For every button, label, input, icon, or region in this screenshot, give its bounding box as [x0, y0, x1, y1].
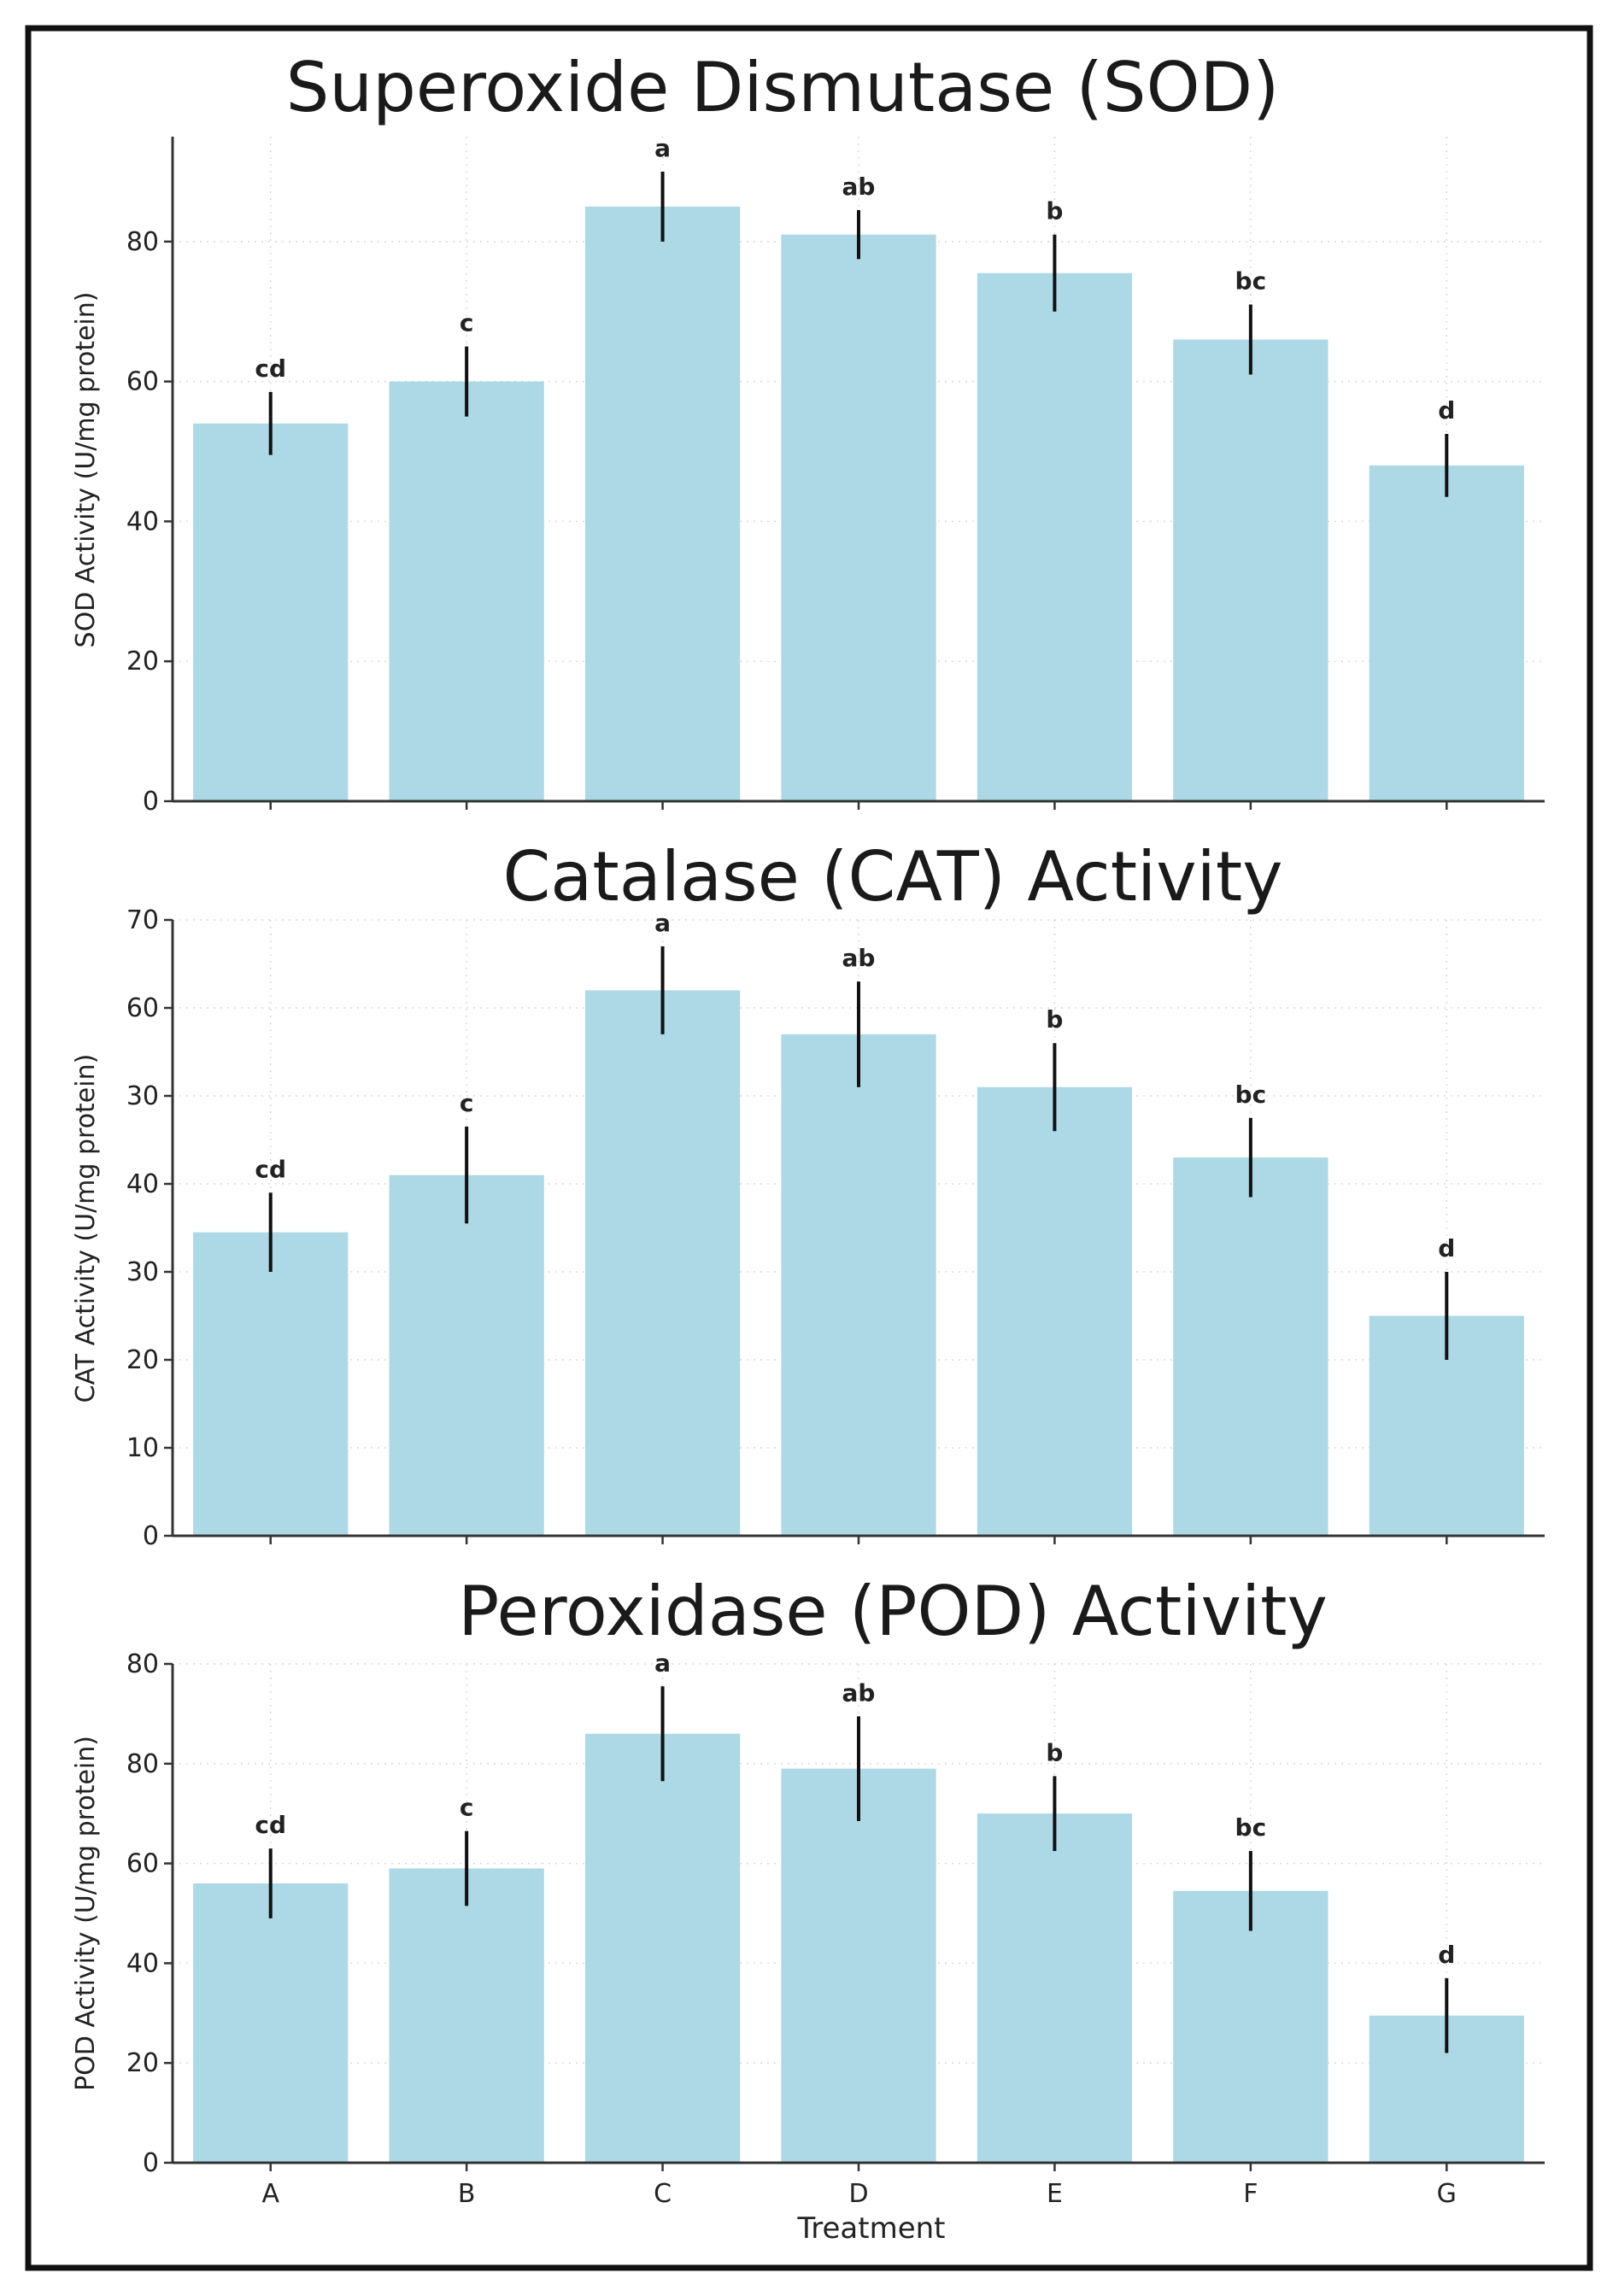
significance-label: a [654, 1649, 671, 1677]
significance-label: cd [255, 1811, 286, 1839]
y-tick-label: 60 [126, 1849, 159, 1879]
x-tick-label: E [1047, 2179, 1063, 2209]
y-tick-label: 30 [126, 1081, 159, 1111]
chart-title: Superoxide Dismutase (SOD) [286, 48, 1280, 127]
significance-label: c [460, 1089, 474, 1117]
significance-label: bc [1235, 1813, 1267, 1842]
significance-label: d [1438, 396, 1455, 425]
x-tick-label: D [848, 2179, 868, 2209]
y-tick-label: 20 [126, 1345, 159, 1375]
significance-label: bc [1235, 267, 1267, 296]
significance-label: a [654, 909, 671, 937]
x-tick-label: G [1437, 2179, 1457, 2209]
y-tick-label: 40 [126, 507, 159, 536]
error-bars [268, 1686, 1449, 2053]
y-tick-label: 80 [126, 1649, 159, 1679]
significance-label: ab [842, 1678, 876, 1707]
significance-label: ab [842, 944, 876, 972]
bar-c [584, 990, 741, 1536]
significance-label: a [654, 134, 671, 162]
y-ticks: 0 10 20 30 40 30 60 70 [126, 905, 173, 1551]
significance-label: c [460, 1794, 474, 1822]
significance-label: b [1046, 197, 1063, 226]
significance-labels: cd c a ab b bc d [255, 134, 1455, 425]
bar-b [389, 381, 544, 801]
y-axis-label: POD Activity (U/mg protein) [71, 1736, 101, 2091]
y-tick-label: 10 [126, 1433, 159, 1463]
error-bars [268, 171, 1449, 497]
x-ticks: A B C D E F G [261, 2163, 1457, 2209]
y-tick-label: 60 [126, 993, 159, 1023]
y-tick-label: 40 [126, 1948, 159, 1978]
y-tick-label: 80 [126, 227, 159, 257]
bar-e [977, 272, 1133, 802]
sod-chart: Superoxide Dismutase (SOD) SOD Activity … [71, 48, 1545, 817]
significance-label: cd [255, 354, 286, 383]
bar-a [193, 1232, 349, 1536]
bar-a [193, 423, 349, 801]
chart-title: Peroxidase (POD) Activity [458, 1572, 1328, 1651]
significance-label: bc [1235, 1081, 1267, 1109]
cat-chart: Catalase (CAT) Activity CAT Activity (U/… [71, 837, 1545, 1551]
significance-labels: cd c a ab b bc d [255, 1649, 1455, 1969]
significance-label: c [460, 309, 474, 337]
x-tick-label: F [1243, 2179, 1258, 2209]
x-tick-label: B [458, 2179, 476, 2209]
bar-e [977, 1813, 1133, 2163]
figure-border [25, 25, 1593, 2271]
significance-label: ab [842, 173, 876, 201]
y-tick-label: 30 [126, 1257, 159, 1287]
x-tick-label: C [654, 2179, 672, 2209]
bar-f [1173, 1890, 1329, 2163]
bar-f [1173, 339, 1329, 801]
chart-title: Catalase (CAT) Activity [502, 837, 1282, 917]
y-ticks: 0 20 40 60 80 [126, 227, 173, 817]
bar-a [193, 1883, 349, 2163]
x-tick-label: A [261, 2179, 279, 2209]
bar-d [781, 234, 936, 802]
y-axis-label: CAT Activity (U/mg protein) [71, 1054, 101, 1403]
y-axis-label: SOD Activity (U/mg protein) [71, 292, 101, 648]
bar-g [1369, 465, 1524, 801]
y-tick-label: 0 [143, 2148, 159, 2178]
bars [193, 990, 1524, 1536]
pod-chart: Peroxidase (POD) Activity POD Activity (… [71, 1572, 1545, 2246]
significance-label: d [1438, 1234, 1455, 1262]
y-tick-label: 60 [126, 367, 159, 397]
y-ticks: 0 20 40 60 80 80 [126, 1649, 173, 2178]
bar-d [781, 1768, 936, 2163]
x-axis-label: Treatment [796, 2211, 945, 2246]
bar-c [584, 1733, 741, 2163]
y-tick-label: 70 [126, 905, 159, 935]
error-bars [268, 946, 1449, 1360]
x-ticks [269, 1536, 1448, 1544]
bar-f [1173, 1157, 1329, 1536]
bars [193, 206, 1524, 802]
significance-label: b [1046, 1005, 1063, 1034]
y-tick-label: 80 [126, 1749, 159, 1779]
y-tick-label: 0 [143, 787, 159, 817]
bar-d [781, 1034, 936, 1536]
y-tick-label: 20 [126, 647, 159, 676]
bars [193, 1733, 1524, 2163]
x-ticks [269, 801, 1448, 810]
significance-label: cd [255, 1155, 286, 1183]
bar-b [389, 1868, 544, 2163]
significance-label: b [1046, 1738, 1063, 1766]
y-tick-label: 0 [143, 1521, 159, 1551]
significance-labels: cd c a ab b bc d [255, 909, 1455, 1262]
bar-c [584, 206, 741, 802]
y-tick-label: 40 [126, 1169, 159, 1199]
bar-b [389, 1174, 544, 1536]
significance-label: d [1438, 1941, 1455, 1969]
y-tick-label: 20 [126, 2048, 159, 2078]
bar-e [977, 1086, 1133, 1536]
